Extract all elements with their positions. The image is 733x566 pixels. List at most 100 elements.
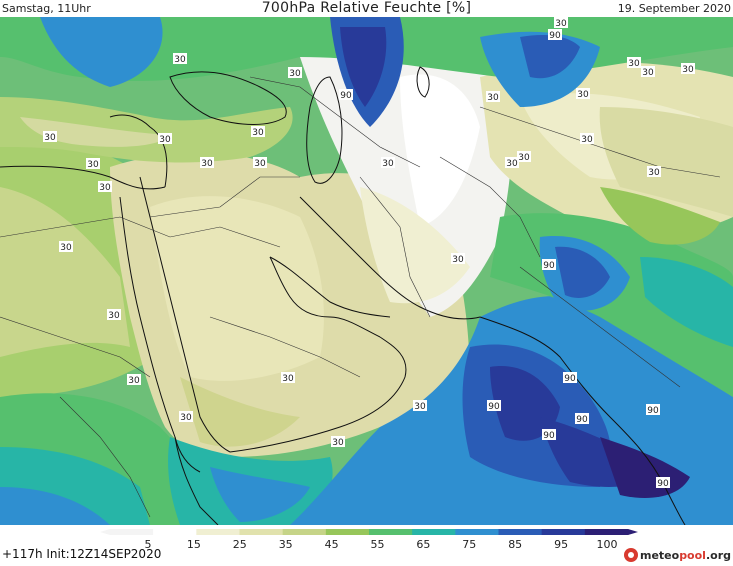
contour-label: 30 <box>180 413 192 423</box>
contour-label: 30 <box>128 376 140 386</box>
contour-label-bg <box>580 133 594 144</box>
legend-swatch <box>282 529 327 535</box>
contour-label-bg <box>339 89 353 100</box>
contour-label-bg <box>575 413 589 424</box>
contour-label: 30 <box>87 160 99 170</box>
contour-label-bg <box>86 158 100 169</box>
contour-label-bg <box>517 151 531 162</box>
contour-label: 90 <box>564 374 576 384</box>
contour-label-bg <box>59 241 73 252</box>
contour-label-bg <box>542 429 556 440</box>
contour-label: 30 <box>201 159 213 169</box>
valid-date-label: 19. September 2020 <box>617 2 731 15</box>
contour-label-bg <box>505 157 519 168</box>
contour-label: 30 <box>506 159 518 169</box>
contour-label-bg <box>627 57 641 68</box>
contour-label: 90 <box>543 261 555 271</box>
legend-swatch <box>541 529 586 535</box>
contour-label-bg <box>486 91 500 102</box>
legend-swatch <box>369 529 413 535</box>
contour-label-bg <box>107 309 121 320</box>
contour-label-bg <box>548 29 562 40</box>
legend-swatch <box>325 529 370 535</box>
contour-label-bg <box>127 374 141 385</box>
contour-label-bg <box>576 88 590 99</box>
contour-label-bg <box>646 404 660 415</box>
contour-label: 30 <box>174 55 186 65</box>
contour-label: 30 <box>682 65 694 75</box>
contour-label-bg <box>158 133 172 144</box>
legend-tick-label: 35 <box>279 538 293 551</box>
contour-label: 30 <box>518 153 530 163</box>
legend-swatch <box>153 529 197 535</box>
legend-tick-label: 75 <box>462 538 476 551</box>
contour-label-bg <box>542 259 556 270</box>
contour-label: 90 <box>488 402 500 412</box>
contour-label: 30 <box>252 128 264 138</box>
meteopool-logo[interactable]: meteopool.org <box>623 546 731 564</box>
contour-label-bg <box>253 157 267 168</box>
map-title: 700hPa Relative Feuchte [%] <box>261 0 472 16</box>
legend-swatch <box>498 529 543 535</box>
valid-time-label: Samstag, 11Uhr <box>2 2 91 15</box>
contour-label: 90 <box>340 91 352 101</box>
contour-label: 30 <box>628 59 640 69</box>
contour-label: 30 <box>577 90 589 100</box>
legend-tick-label: 25 <box>233 538 247 551</box>
contour-label: 30 <box>332 438 344 448</box>
contour-label: 30 <box>99 183 111 193</box>
contour-label-bg <box>451 253 465 264</box>
contour-label: 30 <box>452 255 464 265</box>
contour-label: 30 <box>108 311 120 321</box>
contour-label: 30 <box>254 159 266 169</box>
contour-label-bg <box>179 411 193 422</box>
legend-swatch <box>412 529 456 535</box>
contour-label: 90 <box>576 415 588 425</box>
contour-label: 30 <box>382 159 394 169</box>
contour-label: 30 <box>282 374 294 384</box>
color-scale-legend: 5 15 25 35 45 55 65 75 85 95 100 <box>100 529 638 551</box>
legend-tick-label: 5 <box>145 538 152 551</box>
contour-label: 90 <box>549 31 561 41</box>
legend-tick-label: 55 <box>371 538 385 551</box>
legend-arrow-left <box>100 529 110 535</box>
contour-label-bg <box>200 157 214 168</box>
contour-label: 30 <box>555 19 567 29</box>
contour-label-bg <box>554 17 568 28</box>
logo-text: meteopool.org <box>639 548 731 562</box>
contour-label-bg <box>331 436 345 447</box>
contour-label: 30 <box>581 135 593 145</box>
contour-label: 30 <box>159 135 171 145</box>
contour-label-bg <box>487 400 501 411</box>
legend-tick-label: 95 <box>554 538 568 551</box>
legend-swatch <box>196 529 240 535</box>
contour-label: 30 <box>44 133 56 143</box>
legend-arrow-right <box>628 529 638 535</box>
contour-label-bg <box>288 67 302 78</box>
contour-label-bg <box>381 157 395 168</box>
contour-label-bg <box>641 66 655 77</box>
contour-label: 30 <box>487 93 499 103</box>
legend-swatch <box>110 529 154 535</box>
contour-label-bg <box>413 400 427 411</box>
legend-swatch <box>455 529 499 535</box>
contour-label: 30 <box>414 402 426 412</box>
contour-label-bg <box>563 372 577 383</box>
legend-tick-label: 85 <box>508 538 522 551</box>
legend-tick-label: 100 <box>597 538 618 551</box>
contour-label-bg <box>647 166 661 177</box>
meteopool-icon <box>623 548 638 562</box>
contour-label: 30 <box>289 69 301 79</box>
contour-label: 30 <box>60 243 72 253</box>
contour-label: 90 <box>647 406 659 416</box>
contour-label-bg <box>681 63 695 74</box>
contour-label-bg <box>251 126 265 137</box>
contour-label-bg <box>656 477 670 488</box>
contour-label-bg <box>281 372 295 383</box>
contour-label: 30 <box>642 68 654 78</box>
legend-swatch <box>239 529 284 535</box>
contour-label: 90 <box>657 479 669 489</box>
run-info-label: +117h Init:12Z14SEP2020 <box>2 547 162 561</box>
legend-tick-label: 15 <box>187 538 201 551</box>
